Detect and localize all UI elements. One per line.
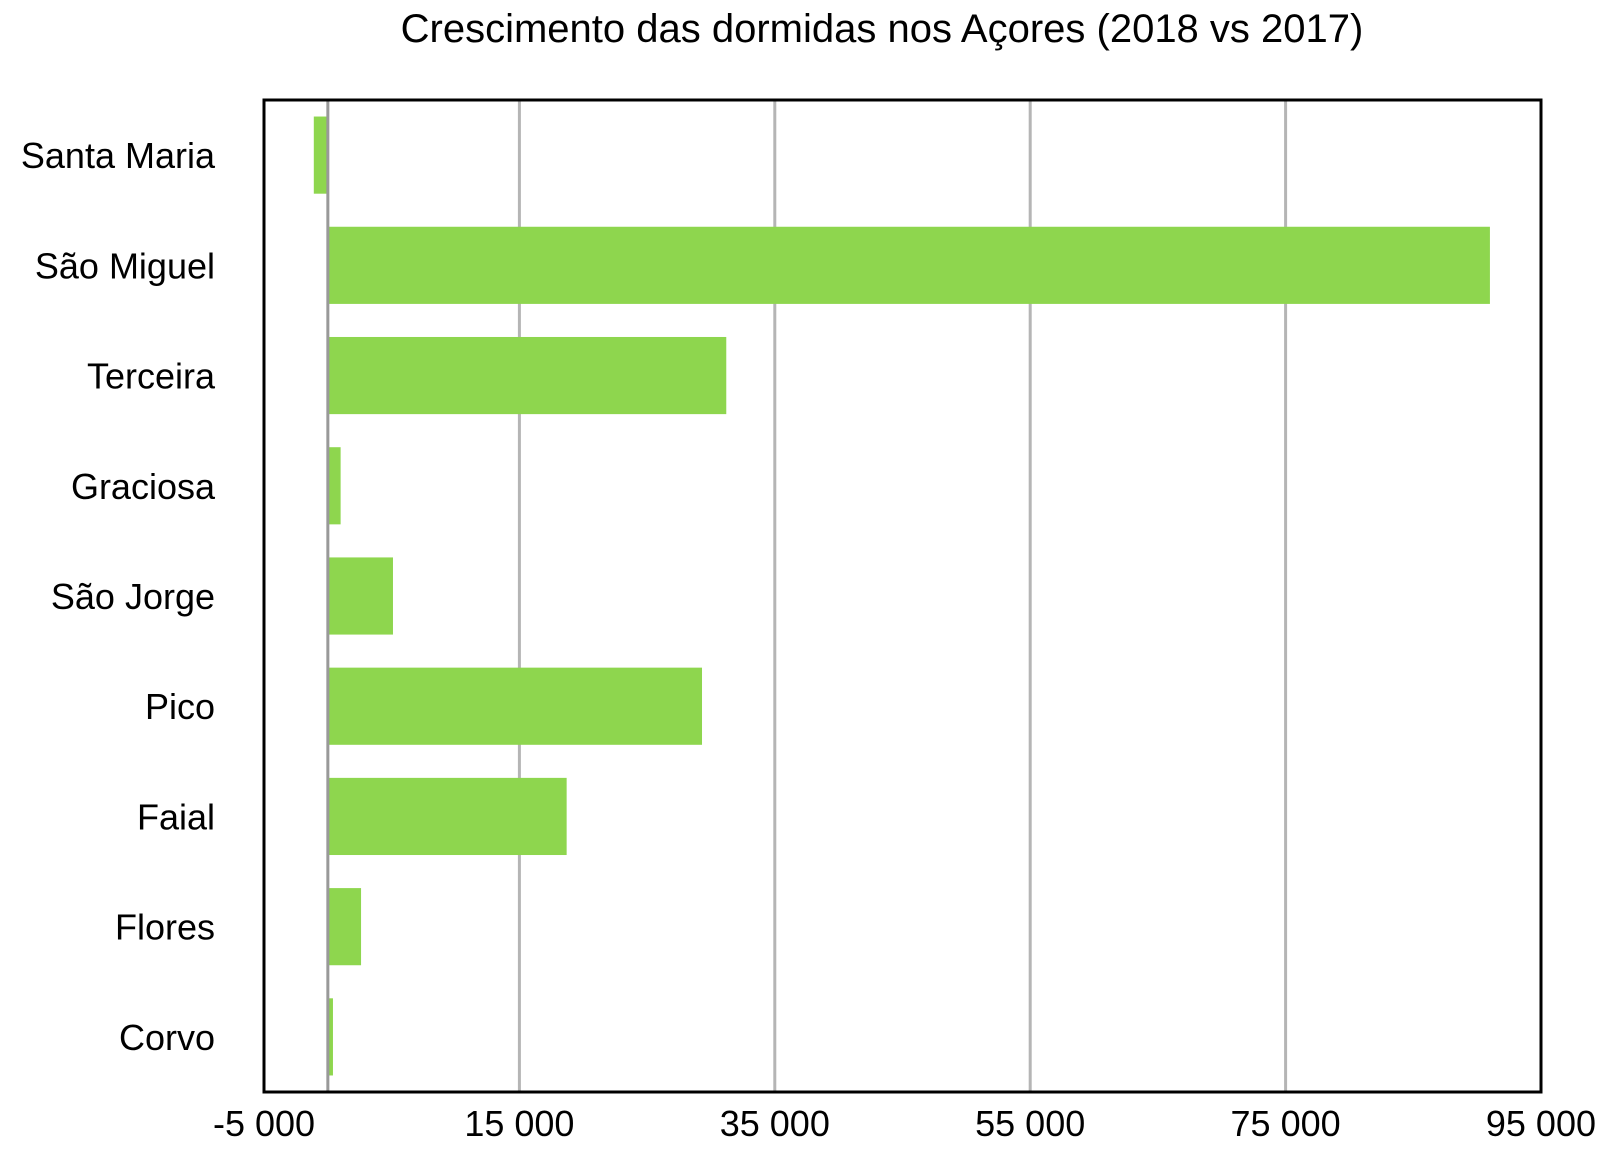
bar-corvo <box>327 998 333 1076</box>
x-tick-label: 15 000 <box>464 1103 574 1144</box>
x-tick-label: 95 000 <box>1486 1103 1596 1144</box>
category-label-terceira: Terceira <box>87 356 216 397</box>
plot-frame <box>262 98 1543 1094</box>
bar-faial <box>327 777 567 856</box>
bar-sao-jorge <box>327 557 393 635</box>
category-labels: Santa Maria São Miguel Terceira Graciosa São… <box>21 135 216 1058</box>
bar-santa-maria <box>313 116 328 194</box>
category-label-faial: Faial <box>137 796 215 837</box>
x-tick-label: 35 000 <box>720 1103 830 1144</box>
bars <box>313 116 1490 1076</box>
chart-title: Crescimento das dormidas nos Açores (201… <box>401 7 1364 51</box>
category-label-sao-jorge: São Jorge <box>51 576 215 617</box>
bar-terceira <box>327 336 727 415</box>
category-label-pico: Pico <box>145 686 215 727</box>
bar-graciosa <box>327 447 341 525</box>
x-tick-label: 75 000 <box>1231 1103 1341 1144</box>
category-label-graciosa: Graciosa <box>71 466 216 507</box>
category-label-santa-maria: Santa Maria <box>21 135 216 176</box>
category-label-sao-miguel: São Miguel <box>35 245 215 286</box>
x-tick-labels: -5 000 15 000 35 000 55 000 75 000 95 000 <box>213 1103 1596 1144</box>
category-label-corvo: Corvo <box>119 1017 215 1058</box>
bar-sao-miguel <box>327 226 1490 304</box>
x-tick-label: 55 000 <box>975 1103 1085 1144</box>
x-tick-label: -5 000 <box>213 1103 315 1144</box>
bar-flores <box>327 888 362 966</box>
bar-pico <box>327 667 703 745</box>
category-label-flores: Flores <box>115 907 215 948</box>
